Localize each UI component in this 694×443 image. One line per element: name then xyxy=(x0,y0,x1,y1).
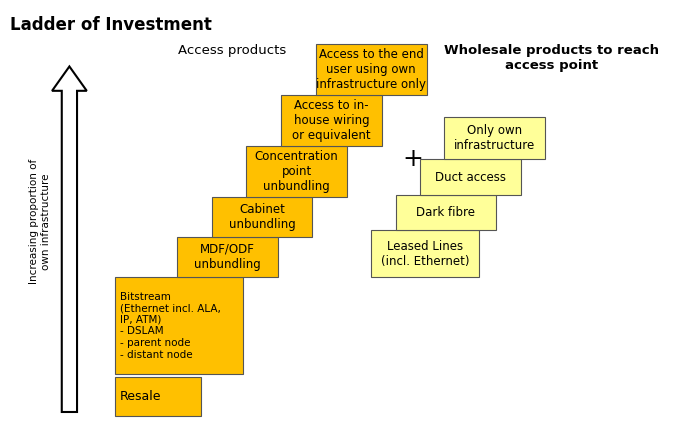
Bar xyxy=(246,146,347,197)
Bar xyxy=(212,197,312,237)
Bar xyxy=(177,237,278,277)
Bar xyxy=(316,44,427,95)
Text: Ladder of Investment: Ladder of Investment xyxy=(10,16,212,34)
Text: Concentration
point
unbundling: Concentration point unbundling xyxy=(255,150,339,193)
Text: Resale: Resale xyxy=(120,390,162,403)
Text: Duct access: Duct access xyxy=(434,171,506,184)
FancyArrow shape xyxy=(52,66,87,412)
Text: +: + xyxy=(403,148,423,171)
Bar xyxy=(444,117,545,159)
Text: Access to in-
house wiring
or equivalent: Access to in- house wiring or equivalent xyxy=(292,99,371,142)
Bar xyxy=(281,95,382,146)
Text: Cabinet
unbundling: Cabinet unbundling xyxy=(228,203,296,231)
Text: Wholesale products to reach
access point: Wholesale products to reach access point xyxy=(444,44,659,72)
Text: Access products: Access products xyxy=(178,44,287,57)
Bar xyxy=(371,230,479,277)
Text: Access to the end
user using own
infrastructure only: Access to the end user using own infrast… xyxy=(316,48,426,91)
Text: Increasing proportion of
own infrastructure: Increasing proportion of own infrastruct… xyxy=(29,159,51,284)
Bar xyxy=(420,159,520,195)
Text: Bitstream
(Ethernet incl. ALA,
IP, ATM)
- DSLAM
- parent node
- distant node: Bitstream (Ethernet incl. ALA, IP, ATM) … xyxy=(120,291,221,360)
Text: Dark fibre: Dark fibre xyxy=(416,206,475,219)
Bar xyxy=(115,277,243,374)
Bar xyxy=(396,195,496,230)
Text: MDF/ODF
unbundling: MDF/ODF unbundling xyxy=(194,243,261,271)
Bar xyxy=(115,377,201,416)
Text: Leased Lines
(incl. Ethernet): Leased Lines (incl. Ethernet) xyxy=(381,240,469,268)
Text: Only own
infrastructure: Only own infrastructure xyxy=(454,124,535,152)
